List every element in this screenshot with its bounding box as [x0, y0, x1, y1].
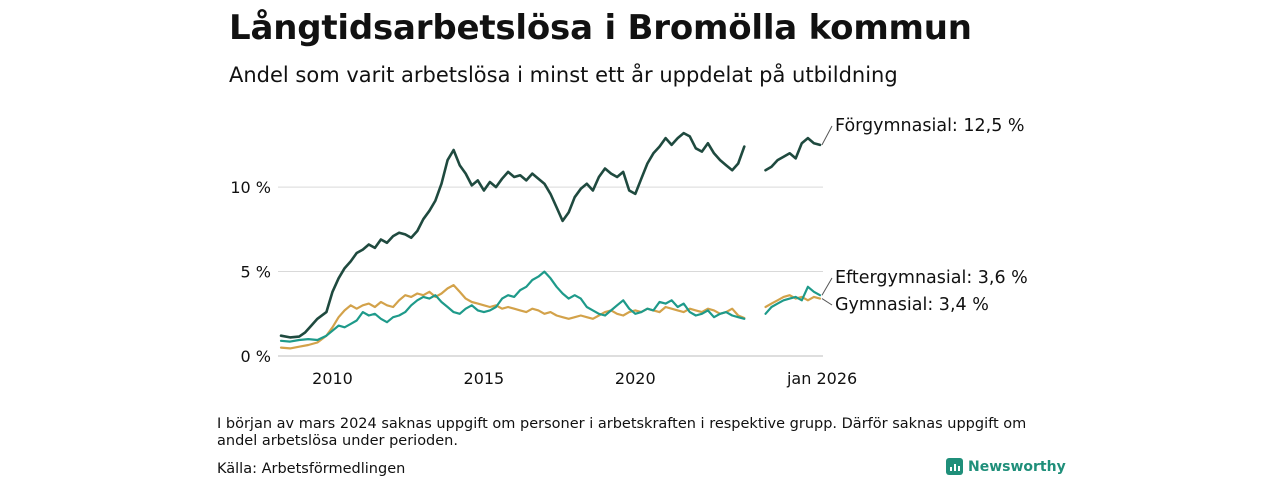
series-line-eftergymnasial — [279, 270, 746, 343]
series-labels: Förgymnasial: 12,5 % Eftergymnasial: 3,6 … — [821, 116, 1028, 315]
chart-subtitle: Andel som varit arbetslösa i minst ett å… — [229, 63, 898, 87]
series-label-gymnasial: Gymnasial: 3,4 % — [835, 295, 989, 315]
brand-logo[interactable]: Newsworthy — [946, 458, 1066, 475]
bar-chart-icon — [946, 458, 963, 475]
series-line-förgymnasial — [279, 131, 746, 339]
x-tick-label: 2010 — [312, 369, 353, 388]
series-lines — [279, 131, 822, 350]
label-leader-line — [821, 125, 833, 146]
series-line-gymnasial — [279, 284, 746, 350]
series-label-eftergymnasial: Eftergymnasial: 3,6 % — [835, 268, 1028, 288]
label-leader-line — [821, 298, 833, 306]
series-line-förgymnasial — [764, 136, 822, 172]
y-axis-ticks: 0 % 5 % 10 % — [230, 178, 271, 366]
source-text: Källa: Arbetsförmedlingen — [217, 461, 406, 477]
y-tick-label: 10 % — [230, 178, 271, 197]
x-tick-label: 2015 — [464, 369, 505, 388]
series-label-förgymnasial: Förgymnasial: 12,5 % — [835, 116, 1025, 136]
x-axis-ticks: 2010 2015 2020 jan 2026 — [312, 369, 857, 388]
brand-name: Newsworthy — [968, 458, 1066, 475]
label-leader-line — [821, 277, 833, 296]
y-tick-label: 5 % — [241, 263, 271, 282]
footnote: I början av mars 2024 saknas uppgift om … — [217, 416, 1027, 449]
y-tick-label: 0 % — [241, 347, 271, 366]
x-tick-label: jan 2026 — [786, 369, 857, 388]
chart-title: Långtidsarbetslösa i Bromölla kommun — [229, 8, 972, 48]
line-chart: 0 % 5 % 10 % 2010 2015 2020 jan 2026 Förgymna… — [230, 116, 1028, 388]
x-tick-label: 2020 — [615, 369, 656, 388]
series-line-eftergymnasial — [764, 285, 822, 315]
gridlines — [278, 186, 823, 357]
